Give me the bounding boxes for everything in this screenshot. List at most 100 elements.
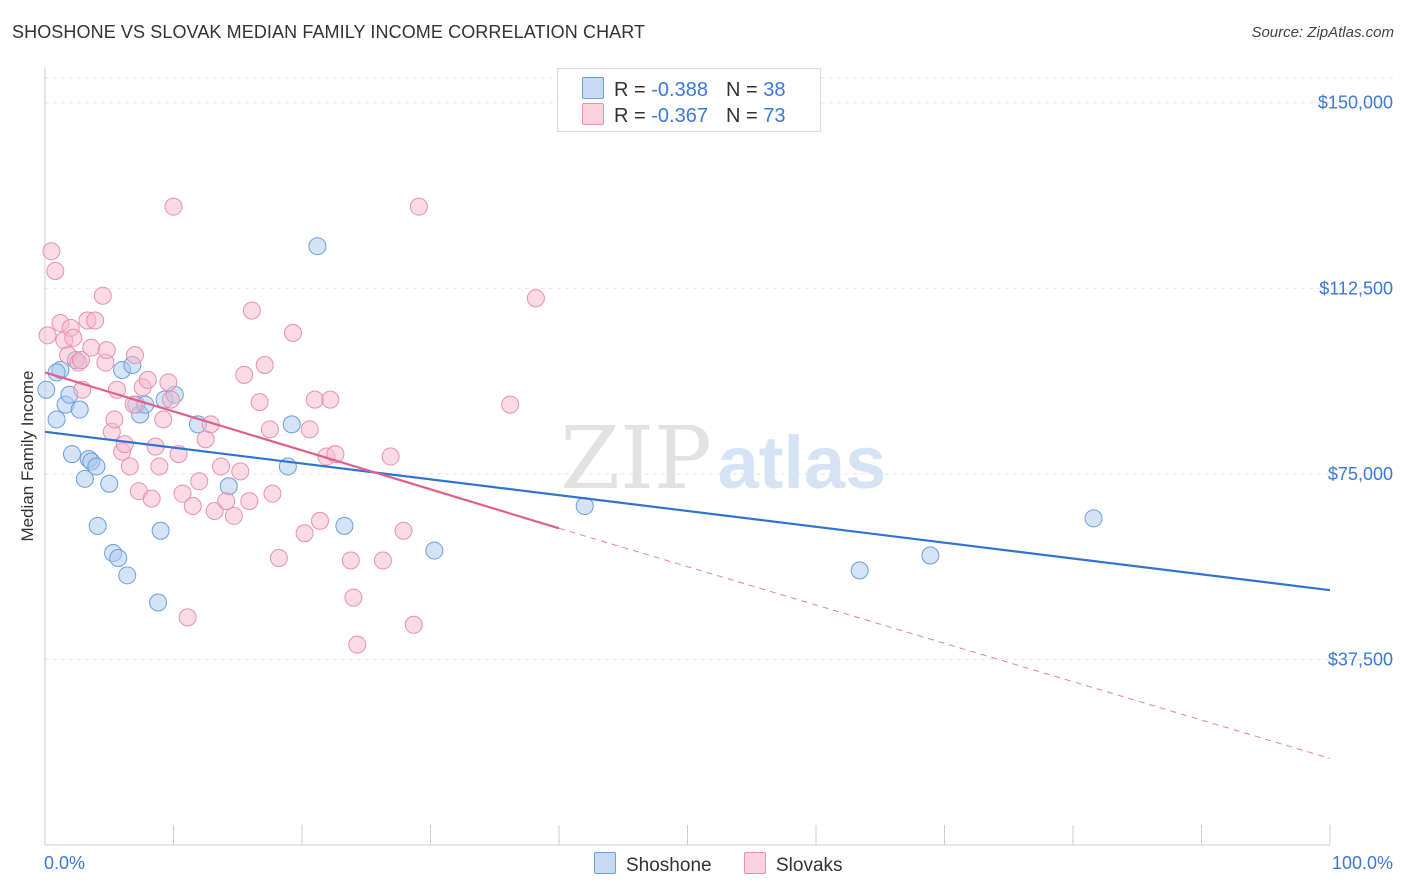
- y-tick-label: $37,500: [1328, 649, 1393, 669]
- legend-item-slovaks[interactable]: Slovaks: [744, 852, 843, 877]
- slovaks-point: [284, 323, 303, 342]
- legend-r-label: R =: [614, 105, 652, 127]
- slovaks-swatch: [582, 103, 604, 125]
- slovaks-point: [183, 497, 202, 516]
- slovaks-point: [93, 286, 112, 305]
- shoshone-point: [109, 548, 128, 567]
- shoshone-point: [850, 561, 869, 580]
- legend-label-slovaks: Slovaks: [776, 855, 843, 876]
- watermark: ZIP atlas: [560, 409, 886, 509]
- slovaks-point: [71, 351, 90, 370]
- slovaks-point: [235, 365, 254, 384]
- shoshone-point: [118, 566, 137, 585]
- slovaks-point: [409, 197, 428, 216]
- slovaks-point: [373, 551, 392, 570]
- slovaks-point: [344, 588, 363, 607]
- shoshone-point: [75, 469, 94, 488]
- slovaks-point: [300, 420, 319, 439]
- slovaks-point: [86, 311, 105, 330]
- slovaks-point: [310, 511, 329, 530]
- correlation-legend: R = -0.388 N = 38 R = -0.367 N = 73: [557, 68, 821, 132]
- tick-labels: $37,500 $75,000 $112,500 $150,000 0.0% 100.0%: [44, 93, 1393, 873]
- source-label: Source: ZipAtlas.com: [1251, 24, 1394, 41]
- shoshone-point: [425, 541, 444, 560]
- slovaks-swatch: [744, 852, 766, 874]
- slovaks-point: [231, 462, 250, 481]
- shoshone-point: [308, 237, 327, 256]
- slovaks-point: [150, 457, 169, 476]
- legend-n-label: N =: [725, 105, 764, 127]
- slovaks-point: [240, 492, 259, 511]
- shoshone-trend-line: [44, 430, 1331, 592]
- slovaks-point: [125, 346, 144, 365]
- shoshone-point: [282, 415, 301, 434]
- shoshone-point: [149, 593, 168, 612]
- axes: [44, 68, 1331, 846]
- slovaks-point: [501, 395, 520, 414]
- legend-r-value: -0.388: [651, 79, 708, 101]
- slovaks-trend-line-extension: [558, 527, 1331, 759]
- shoshone-point: [1084, 509, 1103, 528]
- shoshone-point: [70, 400, 89, 419]
- slovaks-point: [217, 492, 236, 511]
- x-tick-label: 100.0%: [1332, 853, 1393, 873]
- slovaks-point: [381, 447, 400, 466]
- slovaks-point: [526, 289, 545, 308]
- slovaks-point: [154, 410, 173, 429]
- shoshone-point: [87, 457, 106, 476]
- legend-n-label: N =: [725, 79, 764, 101]
- slovaks-point: [115, 435, 134, 454]
- shoshone-point: [219, 477, 238, 496]
- y-tick-label: $150,000: [1318, 93, 1393, 113]
- y-tick-label: $112,500: [1319, 278, 1393, 298]
- legend-row-shoshone: R = -0.388 N = 38: [582, 77, 785, 101]
- slovaks-point: [46, 261, 65, 280]
- slovaks-point: [178, 608, 197, 627]
- watermark-atlas: atlas: [718, 421, 887, 504]
- slovaks-point: [120, 457, 139, 476]
- legend-n-value: 38: [763, 79, 786, 101]
- slovaks-point: [404, 615, 423, 634]
- slovaks-point: [212, 457, 231, 476]
- shoshone-point: [151, 521, 170, 540]
- slovaks-point: [42, 242, 61, 261]
- slovaks-point: [260, 420, 279, 439]
- slovaks-point: [224, 506, 243, 525]
- slovaks-point: [159, 373, 178, 392]
- slovaks-point: [250, 393, 269, 412]
- shoshone-point: [921, 546, 940, 565]
- slovaks-point: [142, 489, 161, 508]
- slovaks-point: [190, 472, 209, 491]
- legend-label-shoshone: Shoshone: [626, 855, 712, 876]
- slovaks-point: [263, 484, 282, 503]
- shoshone-point: [335, 516, 354, 535]
- slovaks-point: [205, 501, 224, 520]
- slovaks-point: [269, 548, 288, 567]
- trend-lines: [44, 371, 1331, 759]
- slovaks-trend-line: [44, 371, 560, 530]
- watermark-zip: ZIP: [560, 409, 712, 509]
- shoshone-point: [62, 445, 81, 464]
- slovaks-point: [348, 635, 367, 654]
- shoshone-point: [100, 474, 119, 493]
- slovaks-point: [394, 521, 413, 540]
- slovaks-point: [38, 326, 57, 345]
- y-tick-label: $75,000: [1328, 464, 1393, 484]
- legend-n-value: 73: [763, 105, 786, 127]
- slovaks-point: [255, 356, 274, 375]
- slovaks-point: [295, 524, 314, 543]
- legend-r-label: R =: [614, 79, 652, 101]
- shoshone-point: [47, 410, 66, 429]
- slovaks-point: [138, 370, 157, 389]
- x-tick-label: 0.0%: [44, 853, 85, 873]
- legend-row-slovaks: R = -0.367 N = 73: [582, 103, 785, 127]
- slovaks-point: [161, 390, 180, 409]
- slovaks-point: [305, 390, 324, 409]
- slovaks-point: [105, 410, 124, 429]
- legend-item-shoshone[interactable]: Shoshone: [594, 852, 712, 877]
- slovaks-point: [64, 328, 83, 347]
- slovaks-point: [242, 301, 261, 320]
- chart-title: SHOSHONE VS SLOVAK MEDIAN FAMILY INCOME …: [12, 22, 646, 42]
- shoshone-point: [88, 516, 107, 535]
